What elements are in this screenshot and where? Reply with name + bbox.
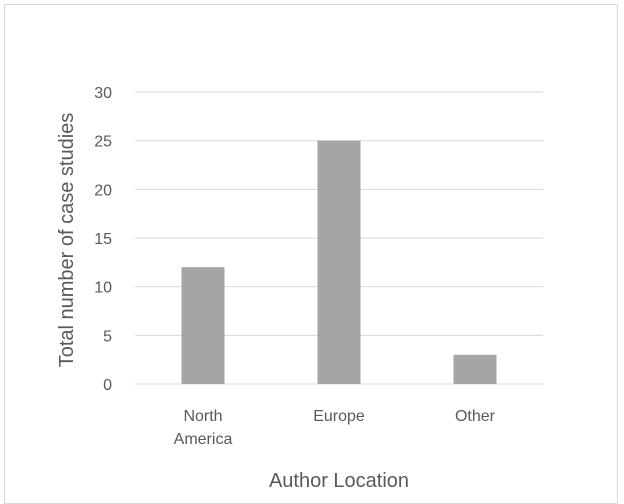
x-tick-label: Other: [455, 408, 496, 425]
chart-frame: [4, 4, 618, 504]
y-tick-label: 20: [94, 182, 112, 199]
x-tick-label: North: [183, 408, 222, 425]
y-tick-label: 10: [94, 280, 112, 297]
bar: [317, 140, 361, 384]
bar: [181, 267, 225, 384]
x-axis-title: Author Location: [269, 470, 409, 492]
bars: [181, 140, 497, 384]
bar: [453, 354, 497, 384]
y-axis-title: Total number of case studies: [56, 113, 78, 368]
y-tick-label: 30: [94, 85, 112, 102]
x-tick-labels: North America Europe Other: [174, 408, 496, 448]
x-tick-label: America: [174, 431, 233, 448]
y-tick-label: 5: [103, 328, 112, 345]
y-tick-labels: 0 5 10 15 20 25 30: [94, 85, 112, 394]
y-tick-label: 0: [103, 377, 112, 394]
y-tick-label: 15: [94, 231, 112, 248]
y-tick-label: 25: [94, 134, 112, 151]
x-tick-label: Europe: [313, 408, 365, 425]
